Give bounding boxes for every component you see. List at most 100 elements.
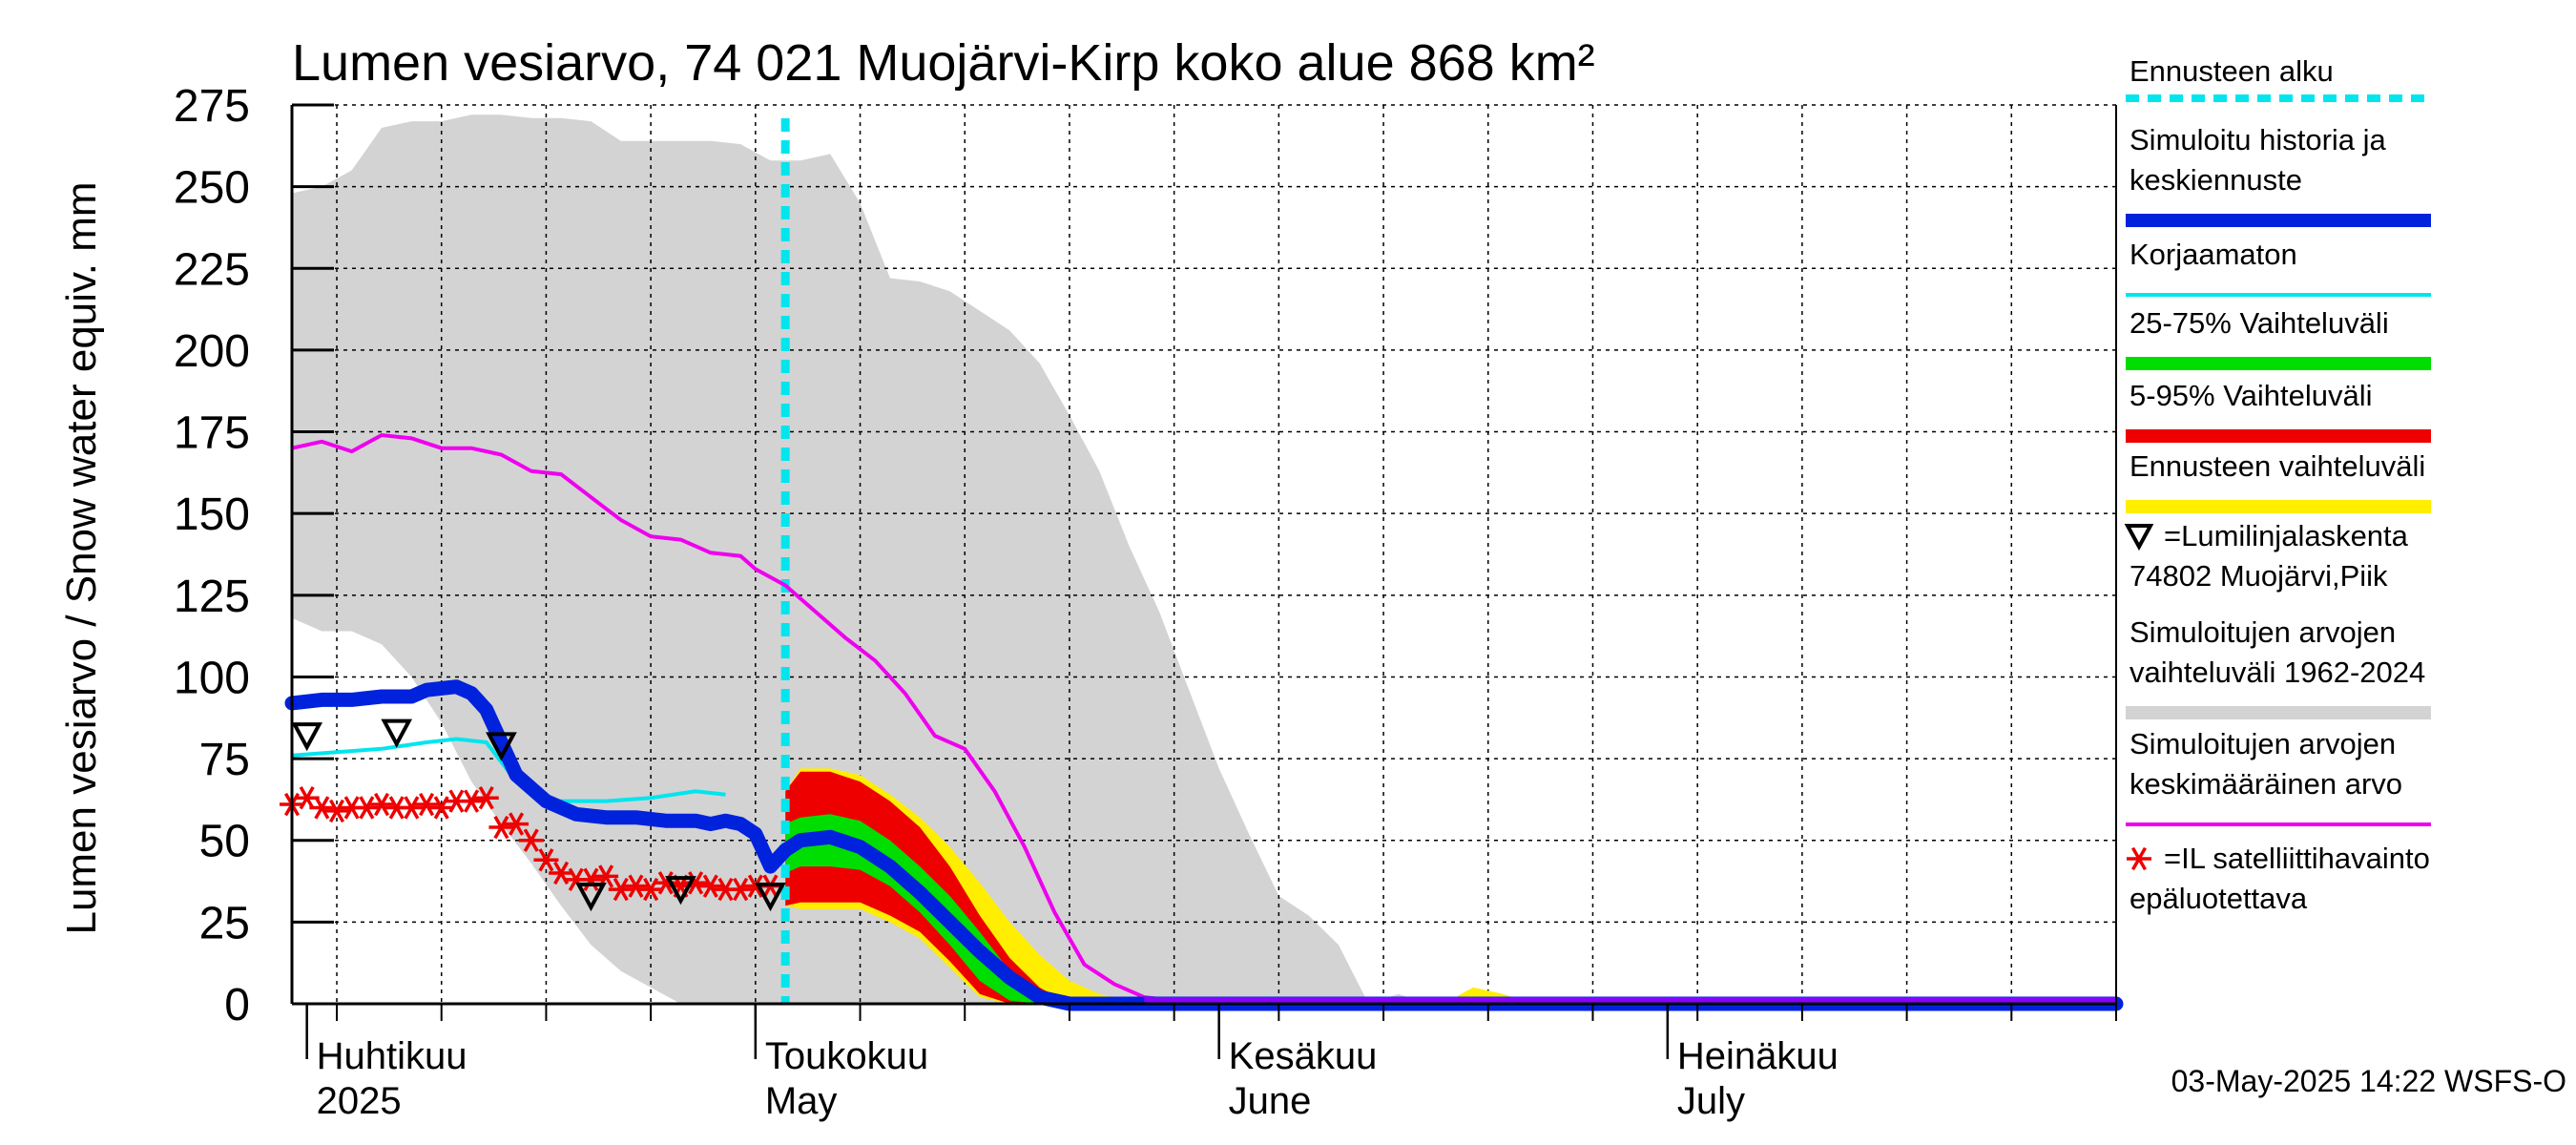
historical-mean-line (291, 432, 2116, 1006)
snow-course-marker (755, 882, 786, 912)
month-label-en: July (1677, 1080, 1745, 1122)
satellite-marker (533, 848, 559, 872)
legend-item-historical-mean: Simuloitujen arvojen keskimääräinen arvo (2126, 727, 2431, 826)
legend-item-satellite: =IL satelliittihavainto epäluotettava (2127, 842, 2430, 915)
y-tick-label: 275 (174, 81, 250, 132)
legend-label: keskimääräinen arvo (2129, 767, 2402, 801)
snow-course-marker (665, 876, 696, 906)
satellite-marker-stroke (464, 789, 480, 813)
legend-label: 5-95% Vaihteluväli (2129, 379, 2372, 412)
satellite-marker-stroke (523, 828, 539, 852)
satellite-marker-stroke (509, 812, 525, 836)
satellite-marker-stroke (613, 877, 629, 902)
month-label-fi: Heinäkuu (1677, 1035, 1839, 1077)
satellite-marker (354, 796, 380, 820)
satellite-marker-stroke (628, 874, 644, 898)
satellite-marker-stroke (688, 871, 704, 895)
month-label-en: May (765, 1080, 838, 1122)
satellite-marker (473, 786, 499, 810)
month-label-fi: Toukokuu (765, 1035, 928, 1077)
historical-range-band (292, 114, 2116, 1005)
satellite-marker-stroke (733, 877, 749, 902)
y-tick-label: 225 (174, 244, 250, 295)
satellite-marker-stroke (299, 786, 315, 810)
legend-item-p5-95: 5-95% Vaihteluväli (2126, 379, 2431, 443)
legend-item-p25-75: 25-75% Vaihteluväli (2126, 306, 2431, 370)
satellite-marker (683, 871, 709, 895)
legend-label: Korjaamaton (2129, 238, 2297, 271)
satellite-marker-stroke (359, 796, 375, 820)
satellite-marker-stroke (702, 874, 718, 898)
satellite-marker (623, 874, 649, 898)
satellite-marker-stroke (404, 796, 420, 820)
satellite-marker (608, 877, 634, 902)
snow-course-marker (575, 882, 607, 912)
y-tick-label: 75 (199, 735, 250, 785)
legend-label: Ennusteen alku (2129, 54, 2334, 88)
satellite-marker-stroke (374, 792, 390, 817)
legend-label: Simuloitu historia ja (2129, 123, 2387, 156)
satellite-marker (488, 815, 514, 840)
plot-area (280, 104, 2124, 1011)
legend-item-forecast-range: Ennusteen vaihteluväli (2126, 449, 2431, 513)
snow-course-marker (381, 718, 413, 748)
y-tick-label: 150 (174, 489, 250, 540)
satellite-marker (518, 828, 544, 852)
legend-label: vaihteluväli 1962-2024 (2129, 656, 2425, 689)
satellite-marker-stroke (419, 792, 435, 817)
legend-swatch (2124, 524, 2154, 552)
satellite-marker (459, 789, 485, 813)
satellite-marker (414, 792, 440, 817)
satellite-marker-stroke (657, 871, 674, 895)
satellite-marker-stroke (747, 874, 763, 898)
satellite-marker-stroke (448, 789, 465, 813)
satellite-marker (653, 871, 678, 895)
legend-label: keskiennuste (2129, 163, 2302, 197)
y-tick-label: 250 (174, 163, 250, 214)
y-tick-label: 25 (199, 898, 250, 948)
satellite-marker (578, 867, 604, 892)
satellite-marker (399, 796, 425, 820)
month-label-fi: Kesäkuu (1229, 1035, 1378, 1077)
chart-title: Lumen vesiarvo, 74 021 Muojärvi-Kirp kok… (292, 34, 1595, 92)
satellite-marker-stroke (388, 796, 405, 820)
month-label-fi: Huhtikuu (317, 1035, 467, 1077)
month-label-en: 2025 (317, 1080, 402, 1122)
legend-label: epäluotettava (2129, 882, 2308, 915)
legend-item-historical-range: Simuloitujen arvojen vaihteluväli 1962-20… (2126, 615, 2431, 719)
satellite-marker-stroke (583, 867, 599, 892)
legend-label: =IL satelliittihavainto (2164, 842, 2430, 875)
satellite-marker (324, 799, 350, 823)
satellite-marker (697, 874, 723, 898)
legend-item-uncorrected: Korjaamaton (2126, 238, 2431, 297)
legend-swatch (2130, 846, 2148, 871)
satellite-marker-stroke (478, 786, 494, 810)
snow-course-marker (291, 722, 323, 752)
y-tick-label: 100 (174, 653, 250, 703)
satellite-marker-stroke (553, 861, 570, 885)
satellite-marker-stroke (493, 815, 509, 840)
satellite-marker-stroke (568, 867, 584, 892)
legend-label: Ennusteen vaihteluväli (2129, 449, 2425, 483)
axes: 0 25 50 75 100 125 150 175 200 225 250 275 Huhtikuu2… (174, 81, 2117, 1122)
legend-label: Simuloitujen arvojen (2129, 727, 2396, 760)
y-tick-label: 200 (174, 326, 250, 377)
legend-item-snow-course: =Lumilinjalaskenta 74802 Muojärvi,Piik (2124, 519, 2409, 593)
month-label-en: June (1229, 1080, 1312, 1122)
satellite-marker (504, 812, 530, 836)
satellite-marker-stroke (314, 796, 330, 820)
legend: Ennusteen alku Simuloitu historia ja keski… (2124, 54, 2431, 915)
satellite-marker-stroke (343, 796, 360, 820)
snow-course-marker (486, 732, 517, 761)
y-tick-label: 175 (174, 408, 250, 459)
y-tick-label: 0 (224, 980, 250, 1030)
y-tick-label: 50 (199, 817, 250, 867)
y-tick-label: 125 (174, 572, 250, 622)
legend-item-forecast-start: Ennusteen alku (2126, 54, 2431, 102)
timestamp-footer: 03-May-2025 14:22 WSFS-O (2171, 1064, 2566, 1098)
legend-label: 25-75% Vaihteluväli (2129, 306, 2389, 340)
satellite-marker-stroke (328, 799, 345, 823)
satellite-marker (728, 877, 754, 902)
legend-label: 74802 Muojärvi,Piik (2129, 559, 2388, 593)
